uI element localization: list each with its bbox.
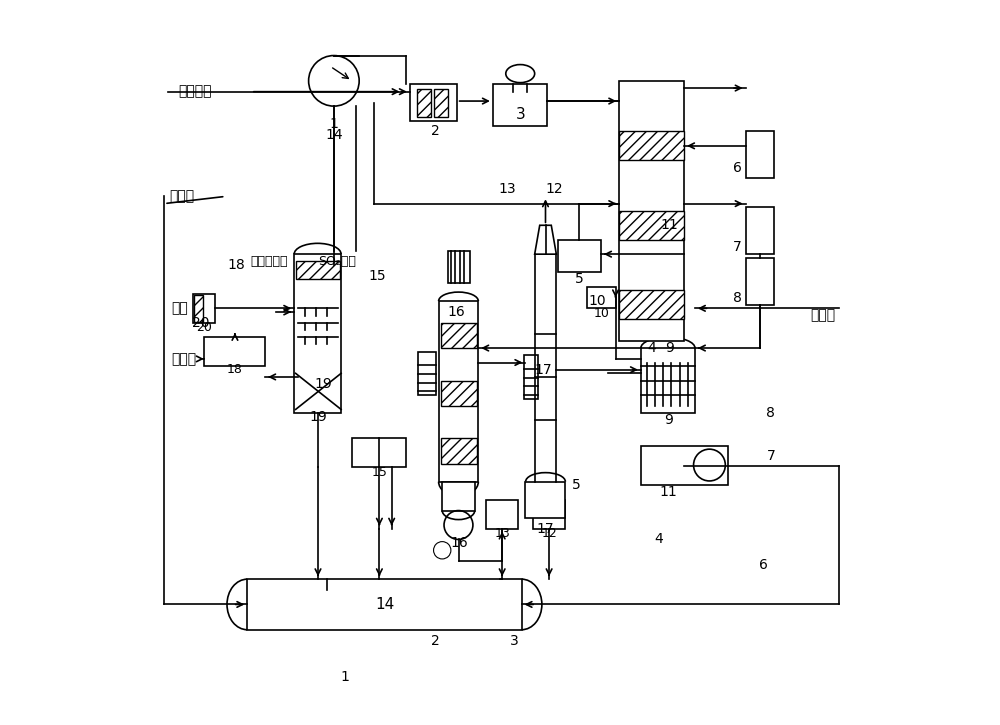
Bar (493, 83, 547, 125)
Bar (294, 254, 341, 413)
Text: 11: 11 (659, 486, 677, 500)
Text: 10: 10 (589, 294, 606, 308)
Bar (441, 381, 477, 406)
Text: 15: 15 (371, 465, 387, 478)
Polygon shape (535, 225, 556, 254)
Bar (619, 211, 684, 240)
Bar (524, 355, 538, 399)
Text: 7: 7 (766, 450, 775, 463)
Text: 16: 16 (448, 305, 466, 319)
Bar (441, 439, 477, 463)
Text: 12: 12 (545, 182, 563, 196)
Text: 除氧水: 除氧水 (811, 309, 836, 323)
Text: 11: 11 (661, 218, 679, 232)
Text: 14: 14 (375, 597, 394, 612)
Text: 14: 14 (325, 128, 343, 142)
Text: 9: 9 (664, 413, 673, 427)
Bar (619, 131, 684, 160)
Bar (486, 500, 518, 529)
Bar (204, 337, 265, 366)
Text: 4: 4 (655, 532, 663, 547)
Text: 空气: 空气 (171, 302, 188, 315)
Bar (558, 240, 601, 272)
Text: 18: 18 (228, 258, 245, 272)
Text: 6: 6 (759, 558, 768, 572)
Bar (296, 262, 340, 279)
Bar (525, 481, 565, 518)
Bar (194, 294, 203, 322)
Bar (746, 131, 774, 178)
Bar (247, 579, 522, 630)
Bar (746, 258, 774, 304)
Text: 成品酸: 成品酸 (171, 352, 197, 366)
Bar (587, 286, 616, 308)
Text: 1: 1 (340, 670, 349, 684)
Bar (641, 446, 728, 485)
Text: 15: 15 (368, 269, 386, 283)
Text: 20: 20 (196, 320, 212, 334)
Text: 10: 10 (593, 307, 609, 320)
Text: 18: 18 (227, 363, 243, 376)
Bar (746, 207, 774, 254)
Bar (641, 348, 695, 413)
Bar (352, 439, 406, 467)
Text: 17: 17 (535, 362, 552, 377)
Text: 4: 4 (647, 341, 656, 355)
Text: 6: 6 (733, 160, 742, 175)
Text: 液体硫磺: 液体硫磺 (179, 85, 212, 99)
Bar (619, 80, 684, 341)
Text: 16: 16 (450, 536, 468, 550)
Bar (441, 323, 477, 348)
Text: 离子液脱硫: 离子液脱硫 (251, 255, 288, 268)
Text: 8: 8 (766, 406, 775, 420)
Bar (533, 500, 565, 529)
Bar (418, 352, 436, 395)
Bar (434, 89, 448, 117)
Text: 5: 5 (575, 273, 584, 286)
Text: 1: 1 (329, 117, 338, 131)
Text: 8: 8 (733, 291, 742, 304)
Bar (193, 294, 215, 323)
Text: SO₂气体: SO₂气体 (318, 255, 356, 268)
Bar (442, 481, 475, 510)
Text: 软化水: 软化水 (169, 189, 194, 204)
Text: 2: 2 (431, 125, 439, 138)
Bar (439, 301, 478, 481)
Text: 9: 9 (665, 341, 674, 355)
Text: 17: 17 (537, 521, 554, 536)
Bar (619, 290, 684, 319)
Text: 13: 13 (494, 527, 510, 540)
Text: 12: 12 (541, 527, 557, 540)
Bar (417, 89, 431, 117)
Bar (410, 84, 457, 120)
Text: 3: 3 (510, 634, 519, 647)
Text: 20: 20 (192, 316, 209, 330)
Text: 19: 19 (309, 410, 327, 423)
Text: 5: 5 (571, 478, 580, 492)
Text: 7: 7 (733, 240, 742, 254)
Text: 3: 3 (515, 107, 525, 123)
Text: 13: 13 (498, 182, 516, 196)
Text: 19: 19 (314, 377, 332, 392)
Text: 2: 2 (431, 634, 439, 647)
Bar (448, 251, 470, 283)
